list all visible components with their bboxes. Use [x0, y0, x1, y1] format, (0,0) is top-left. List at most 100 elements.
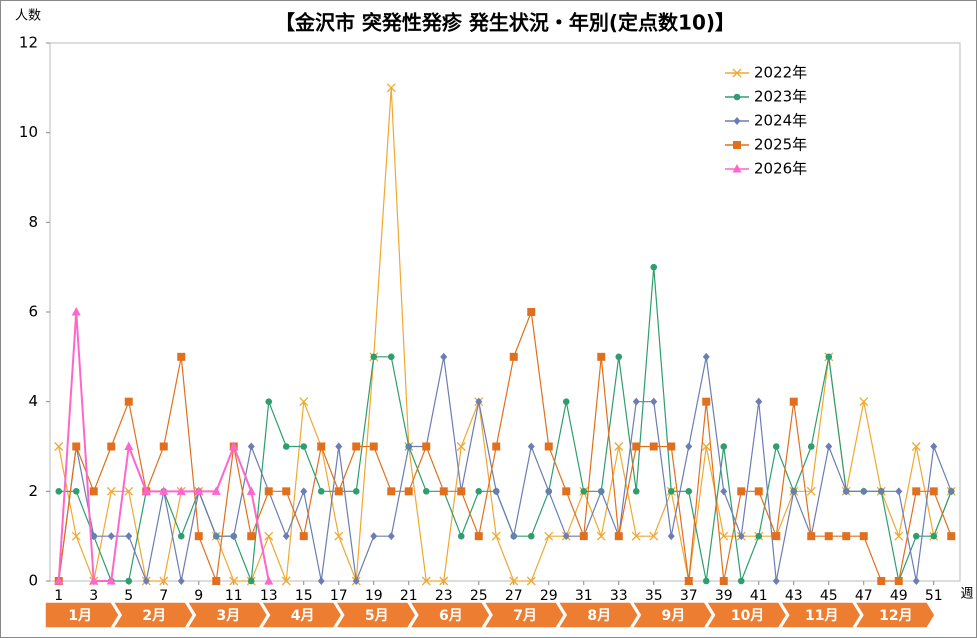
marker — [54, 576, 64, 585]
marker — [824, 532, 833, 541]
marker — [72, 442, 81, 451]
marker — [159, 576, 169, 586]
marker — [754, 487, 763, 496]
marker — [842, 487, 850, 496]
marker — [597, 487, 605, 496]
marker — [439, 487, 448, 496]
month-arrow — [334, 601, 417, 629]
marker — [702, 352, 710, 361]
marker — [527, 532, 535, 540]
marker — [807, 532, 816, 541]
marker — [229, 441, 239, 450]
marker — [895, 487, 903, 496]
marker — [317, 488, 325, 495]
marker — [141, 486, 151, 495]
marker — [789, 397, 798, 406]
marker — [544, 442, 553, 451]
marker — [54, 442, 64, 451]
marker — [772, 577, 780, 585]
marker — [894, 531, 904, 541]
marker — [71, 531, 81, 541]
month-arrow — [705, 601, 788, 629]
legend-label: 2026年 — [754, 160, 807, 178]
marker — [159, 442, 168, 451]
marker — [107, 532, 115, 541]
marker — [947, 487, 955, 496]
marker — [632, 488, 640, 495]
marker — [527, 442, 535, 451]
marker — [825, 353, 833, 361]
month-label: 11月 — [805, 608, 838, 624]
x-tick-label: 9 — [194, 588, 203, 604]
marker — [475, 397, 483, 406]
series-line — [58, 311, 952, 582]
x-tick-label: 1 — [54, 588, 63, 604]
marker — [755, 397, 763, 406]
month-label: 5月 — [365, 608, 389, 624]
legend-label: 2023年 — [754, 88, 807, 106]
marker — [614, 442, 624, 451]
marker — [194, 532, 203, 541]
marker — [912, 487, 921, 496]
marker — [387, 487, 396, 496]
month-arrow — [185, 601, 269, 629]
marker — [281, 576, 291, 586]
marker — [650, 263, 658, 271]
marker — [89, 576, 99, 585]
marker — [246, 486, 256, 495]
marker — [55, 488, 63, 495]
marker — [352, 442, 361, 451]
marker — [491, 531, 501, 541]
marker — [719, 577, 728, 585]
marker — [701, 442, 711, 451]
x-tick-label: 35 — [645, 588, 663, 604]
marker — [596, 531, 606, 541]
marker — [667, 532, 675, 541]
marker — [265, 398, 273, 405]
marker — [230, 532, 238, 541]
x-axis-label: 週 — [960, 587, 973, 602]
marker — [456, 442, 466, 451]
marker — [615, 353, 623, 361]
marker — [509, 576, 519, 586]
marker — [404, 487, 413, 496]
y-tick-label: 10 — [19, 123, 38, 141]
marker — [159, 486, 169, 495]
marker — [544, 531, 554, 541]
marker — [211, 486, 221, 495]
marker — [649, 531, 659, 541]
month-label: 2月 — [142, 608, 166, 624]
marker — [632, 442, 641, 451]
marker — [545, 487, 553, 496]
marker — [282, 443, 290, 450]
month-arrow — [408, 601, 491, 629]
marker — [334, 487, 343, 496]
x-tick-label: 51 — [925, 588, 943, 604]
legend-label: 2024年 — [754, 112, 807, 130]
marker — [422, 442, 431, 451]
marker — [457, 487, 466, 496]
marker — [370, 353, 378, 361]
month-label: 4月 — [291, 608, 315, 624]
marker — [492, 442, 501, 451]
marker — [124, 397, 133, 406]
marker — [877, 487, 885, 496]
marker — [264, 531, 274, 541]
marker — [631, 531, 641, 541]
marker — [702, 577, 710, 585]
marker — [247, 577, 255, 585]
marker — [667, 442, 676, 451]
marker — [842, 532, 851, 541]
marker — [264, 576, 274, 585]
month-arrow — [630, 601, 714, 629]
y-tick-label: 2 — [28, 482, 38, 500]
marker — [825, 442, 833, 451]
marker — [317, 577, 325, 585]
marker — [526, 576, 536, 586]
x-tick-label: 47 — [855, 588, 873, 604]
marker — [806, 486, 816, 496]
marker — [930, 532, 938, 540]
marker — [580, 488, 588, 495]
marker — [737, 487, 746, 496]
